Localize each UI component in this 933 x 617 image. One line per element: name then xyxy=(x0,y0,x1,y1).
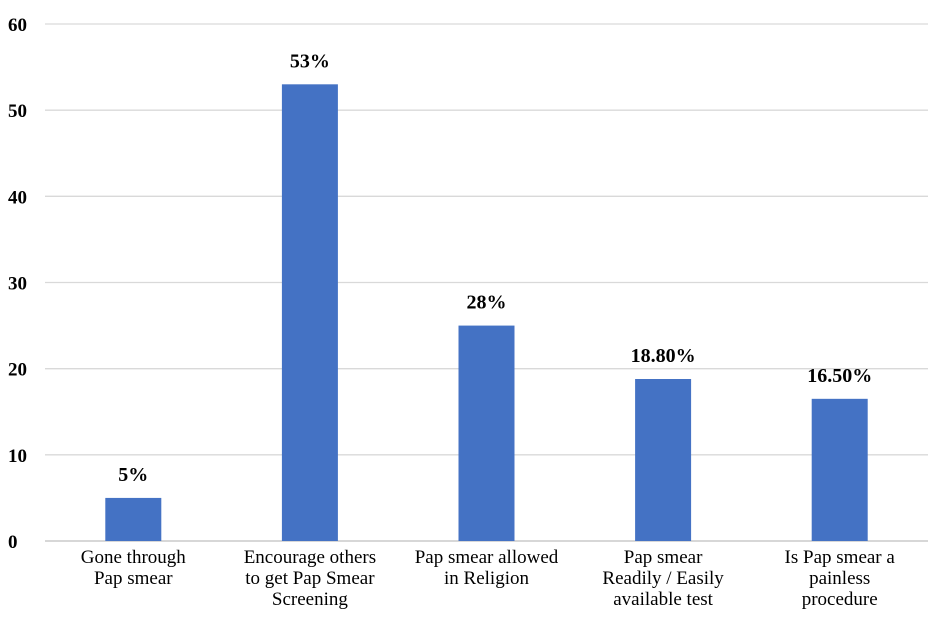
y-tick-label: 20 xyxy=(8,360,27,381)
y-tick-label: 50 xyxy=(8,101,27,122)
bar xyxy=(635,379,692,541)
bar xyxy=(458,325,515,541)
data-label: 16.50% xyxy=(807,365,872,387)
y-axis: 0 10 20 30 40 50 60 xyxy=(8,15,27,553)
y-tick-label: 0 xyxy=(8,532,18,553)
x-tick-label: Pap smear xyxy=(94,568,173,589)
y-tick-label: 30 xyxy=(8,274,27,295)
y-tick-label: 40 xyxy=(8,187,27,208)
data-label: 53% xyxy=(290,50,330,72)
bar xyxy=(105,497,162,541)
bar xyxy=(811,398,868,541)
x-tick-label: Readily / Easily xyxy=(602,568,724,589)
x-tick-label: to get Pap Smear xyxy=(245,568,375,589)
y-tick-label: 10 xyxy=(8,446,27,467)
data-label: 18.80% xyxy=(631,345,696,367)
data-labels: 5% 53% 28% 18.80% 16.50% xyxy=(118,50,872,486)
data-label: 5% xyxy=(118,464,148,486)
x-tick-label: Pap smear allowed xyxy=(415,547,559,568)
x-tick-label: Encourage others xyxy=(244,547,376,568)
data-label: 28% xyxy=(467,292,507,314)
x-tick-label: available test xyxy=(613,589,713,610)
x-tick-label: Screening xyxy=(272,589,348,610)
y-tick-label: 60 xyxy=(8,15,27,36)
x-tick-label: procedure xyxy=(802,589,878,610)
x-tick-label: painless xyxy=(809,568,870,589)
bars xyxy=(105,84,868,542)
x-tick-label: Pap smear xyxy=(624,547,703,568)
x-tick-label: in Religion xyxy=(444,568,529,589)
bar xyxy=(281,84,338,542)
x-tick-label: Gone through xyxy=(81,547,187,568)
x-tick-label: Is Pap smear a xyxy=(785,547,896,568)
